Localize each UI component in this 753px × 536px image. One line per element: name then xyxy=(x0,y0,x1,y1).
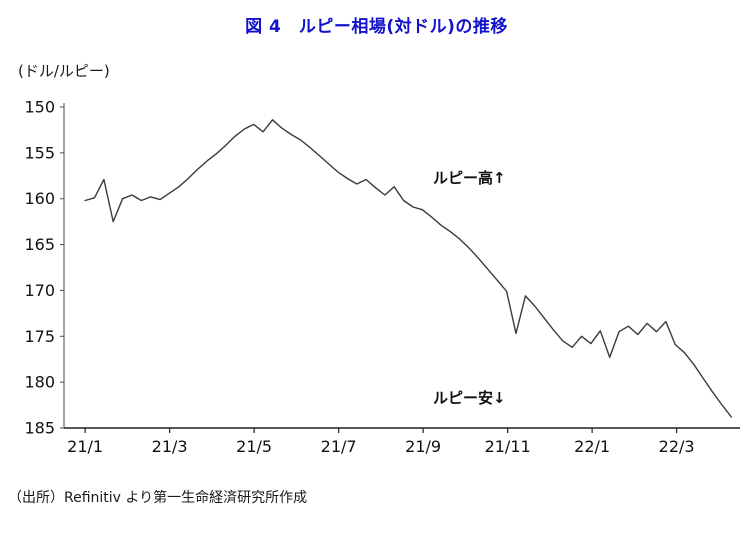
annotation-rupee-low: ルピー安↓ xyxy=(433,389,506,407)
y-tick-label: 160 xyxy=(24,189,55,208)
y-tick-label: 175 xyxy=(24,327,55,346)
source-note: （出所）Refinitiv より第一生命経済研究所作成 xyxy=(8,490,308,506)
x-tick-label: 22/3 xyxy=(659,437,695,456)
y-tick-label: 170 xyxy=(24,281,55,300)
x-tick-label: 22/1 xyxy=(574,437,610,456)
chart-area: 150 155 160 165 170 175 180 185 21/1 21/3 21/5 21/7… xyxy=(0,95,753,470)
y-tick-label: 165 xyxy=(24,235,55,254)
annotation-rupee-high: ルピー高↑ xyxy=(433,169,506,187)
y-tick-label: 185 xyxy=(24,419,55,438)
rupee-line-chart: 150 155 160 165 170 175 180 185 21/1 21/3 21/5 21/7… xyxy=(24,98,740,456)
x-tick-label: 21/5 xyxy=(236,437,272,456)
y-tick-label: 180 xyxy=(24,373,55,392)
y-axis-unit-label: (ドル/ルピー) xyxy=(18,62,110,80)
x-tick-label: 21/7 xyxy=(321,437,357,456)
x-tick-label: 21/3 xyxy=(152,437,188,456)
y-tick-label: 155 xyxy=(24,143,55,162)
figure-title: 図 4 ルピー相場(対ドル)の推移 xyxy=(245,17,508,37)
x-tick-label: 21/1 xyxy=(67,437,103,456)
rupee-rate-line xyxy=(84,119,733,418)
x-tick-label: 21/9 xyxy=(405,437,441,456)
y-tick-label: 150 xyxy=(24,98,55,117)
x-tick-label: 21/11 xyxy=(485,437,531,456)
